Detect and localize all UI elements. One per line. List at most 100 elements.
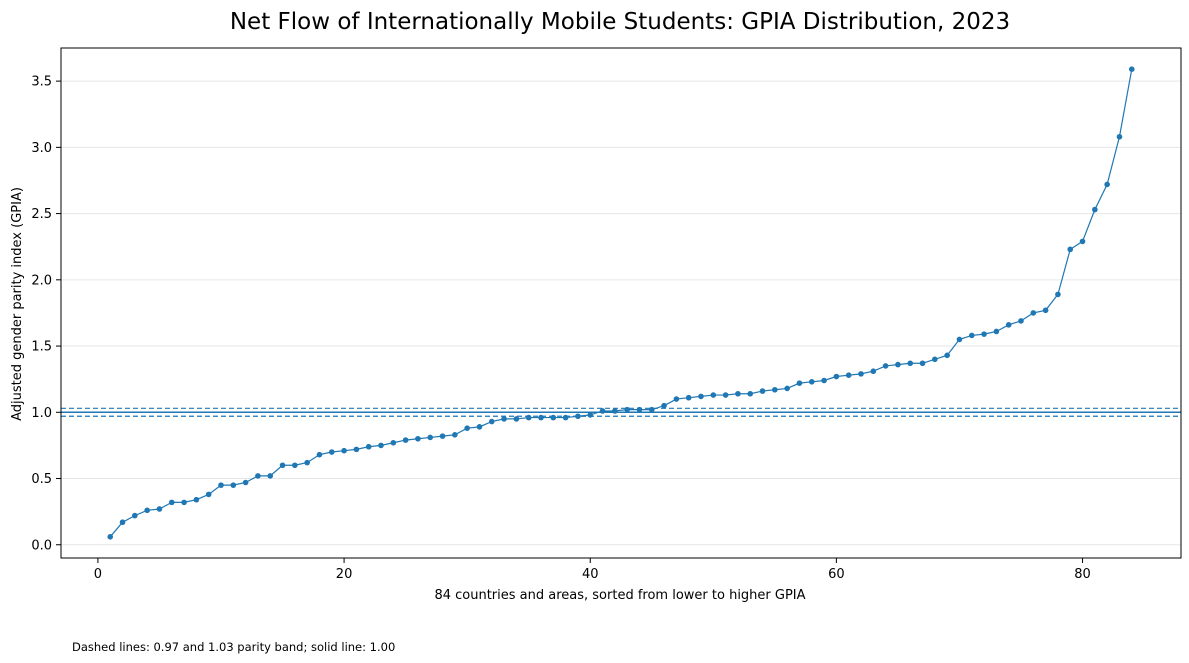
- data-point: [1018, 318, 1024, 324]
- data-point: [870, 368, 877, 375]
- data-point: [168, 499, 175, 506]
- data-point: [1104, 181, 1110, 188]
- data-point: [205, 491, 212, 498]
- y-axis-ticks: 0.0 0.5 1.0 1.5 2.0 2.5 3.0 3.5: [31, 75, 61, 553]
- data-point: [648, 406, 655, 413]
- data-point: [599, 408, 606, 414]
- x-tick-label: 20: [336, 567, 353, 582]
- data-point: [673, 396, 680, 402]
- y-tick-label: 0.0: [31, 538, 52, 553]
- data-point: [402, 437, 409, 443]
- data-point: [1116, 133, 1123, 140]
- data-point: [759, 388, 766, 394]
- data-point: [304, 459, 310, 466]
- data-point: [710, 392, 717, 398]
- x-tick-label: 60: [828, 567, 845, 582]
- data-point: [218, 482, 224, 488]
- data-point: [624, 406, 630, 413]
- data-point: [698, 393, 704, 400]
- data-point: [747, 390, 754, 397]
- data-point: [181, 499, 187, 506]
- y-tick-label: 2.0: [31, 273, 52, 288]
- data-point: [772, 386, 778, 393]
- data-point: [144, 507, 150, 514]
- data-point: [415, 435, 421, 442]
- data-point: [193, 496, 200, 503]
- data-point: [353, 446, 360, 453]
- data-point: [907, 360, 914, 367]
- data-point: [292, 462, 298, 469]
- data-point: [956, 336, 963, 343]
- y-axis-label: Adjusted gender parity index (GPIA): [10, 187, 25, 421]
- data-point: [661, 402, 667, 409]
- data-point: [513, 416, 520, 422]
- data-point: [575, 413, 581, 420]
- data-point: [968, 332, 975, 339]
- y-tick-label: 3.0: [31, 141, 52, 156]
- x-tick-label: 40: [582, 567, 599, 582]
- y-tick-label: 1.0: [31, 406, 52, 421]
- data-point: [722, 392, 729, 398]
- data-point: [156, 506, 163, 512]
- data-point: [1092, 206, 1098, 213]
- data-point: [685, 394, 692, 401]
- y-tick-label: 0.5: [31, 472, 52, 487]
- x-axis-label: 84 countries and areas, sorted from lowe…: [434, 588, 805, 603]
- data-point: [242, 479, 249, 486]
- data-point: [1067, 246, 1074, 253]
- data-point: [279, 462, 286, 469]
- data-point: [808, 379, 815, 385]
- data-point: [845, 372, 852, 378]
- data-point: [821, 377, 827, 384]
- data-point: [882, 363, 889, 369]
- series-line: [109, 69, 1133, 538]
- data-point: [981, 331, 987, 337]
- data-point: [636, 406, 643, 413]
- data-point: [365, 443, 372, 450]
- data-point: [932, 356, 938, 363]
- data-point: [833, 373, 840, 380]
- data-point: [439, 433, 446, 439]
- data-point: [587, 412, 594, 418]
- data-point: [501, 416, 507, 422]
- data-point: [1055, 291, 1061, 298]
- data-series: [107, 66, 1135, 540]
- x-tick-label: 0: [94, 567, 102, 582]
- data-point: [796, 380, 803, 386]
- data-point: [464, 425, 470, 431]
- y-tick-label: 1.5: [31, 340, 52, 355]
- x-axis-ticks: 0 20 40 60 80: [94, 558, 1091, 582]
- data-point: [255, 473, 261, 479]
- data-point: [427, 434, 434, 441]
- data-point: [452, 432, 458, 438]
- data-point: [107, 534, 114, 540]
- footnote: Dashed lines: 0.97 and 1.03 parity band;…: [72, 640, 395, 654]
- data-point: [328, 449, 335, 455]
- data-point: [525, 414, 532, 421]
- data-point: [390, 439, 397, 446]
- reference-lines: [61, 407, 1181, 417]
- data-point: [612, 408, 618, 414]
- data-point: [1030, 310, 1037, 316]
- grid-lines: [61, 80, 1181, 546]
- data-point: [550, 414, 557, 421]
- data-point: [1128, 66, 1135, 72]
- data-point: [1005, 322, 1012, 328]
- data-point: [119, 519, 126, 526]
- data-point: [562, 414, 569, 421]
- data-point: [341, 447, 347, 454]
- data-point: [476, 424, 483, 430]
- data-point: [267, 473, 274, 479]
- data-point: [538, 414, 544, 421]
- x-tick-label: 80: [1074, 567, 1091, 582]
- chart-title: Net Flow of Internationally Mobile Stude…: [230, 9, 1010, 35]
- data-point: [316, 451, 323, 458]
- data-point: [132, 512, 138, 519]
- data-point: [1079, 238, 1086, 245]
- data-point: [993, 328, 1000, 335]
- y-tick-label: 3.5: [31, 75, 52, 90]
- data-point: [735, 390, 741, 397]
- data-point: [230, 482, 237, 488]
- data-point: [944, 352, 950, 359]
